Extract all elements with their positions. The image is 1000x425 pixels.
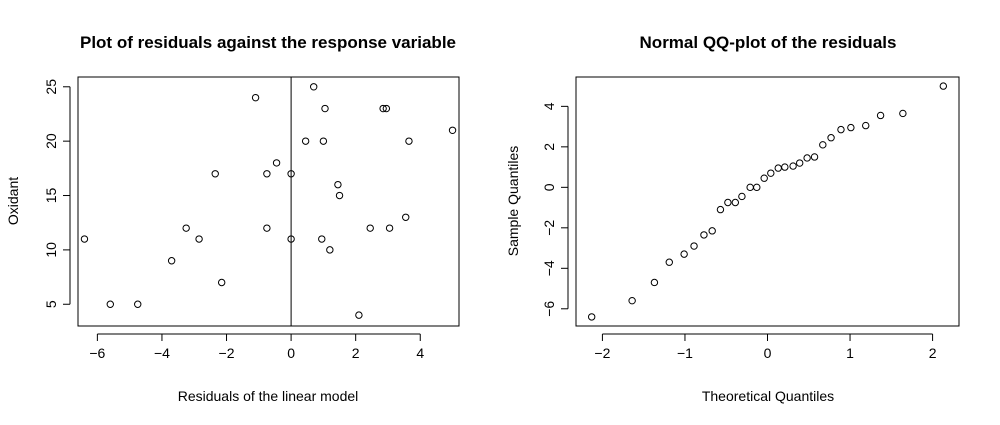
x-tick-label: 0 [287, 345, 295, 361]
data-point [272, 159, 281, 167]
data-point [746, 183, 754, 192]
data-point [899, 109, 907, 118]
data-point [862, 121, 870, 130]
data-point [724, 198, 732, 207]
data-point [379, 104, 387, 113]
data-point [665, 258, 673, 266]
y-axis: 5 10 15 20 25 [43, 79, 71, 308]
data-point [731, 198, 740, 207]
data-point [939, 82, 948, 90]
data-point [795, 159, 804, 167]
x-tick-label: −2 [594, 345, 610, 361]
data-point [335, 191, 344, 200]
data-point [402, 213, 410, 221]
y-tick-label: 2 [541, 143, 557, 151]
data-point [876, 111, 885, 120]
data-point [385, 224, 394, 232]
data-point [587, 313, 596, 321]
chart-title: Plot of residuals against the response v… [80, 33, 456, 52]
data-point [810, 153, 819, 161]
x-axis: −6 −4 −2 0 2 4 [89, 333, 424, 361]
data-point [263, 170, 271, 178]
data-point [448, 126, 457, 134]
data-points [80, 83, 457, 319]
data-point [263, 224, 271, 232]
data-point [847, 123, 855, 132]
x-tick-label: −2 [219, 345, 235, 361]
data-point [781, 163, 789, 171]
data-point [803, 154, 811, 162]
plot-frame [77, 76, 460, 327]
y-axis-label: Oxidant [5, 177, 21, 225]
data-point [774, 164, 782, 172]
data-point [321, 104, 329, 113]
data-point [382, 104, 391, 113]
x-tick-label: −6 [89, 345, 105, 361]
y-tick-label: 15 [43, 188, 59, 204]
data-point [334, 180, 342, 189]
y-tick-label: −4 [541, 260, 557, 276]
y-tick-label: 10 [43, 242, 59, 258]
data-point [287, 170, 295, 178]
x-axis-label: Residuals of the linear model [178, 388, 359, 404]
x-tick-label: 2 [929, 345, 937, 361]
data-point [182, 224, 190, 232]
data-point [310, 83, 318, 91]
data-point [753, 183, 761, 192]
x-tick-label: 4 [416, 345, 424, 361]
data-point [366, 224, 374, 232]
chart-title: Normal QQ-plot of the residuals [640, 33, 897, 52]
data-point [405, 137, 413, 145]
y-tick-label: 25 [43, 79, 59, 95]
x-tick-label: 2 [352, 345, 360, 361]
plot-frame [575, 76, 960, 327]
data-point [251, 93, 260, 102]
data-point [106, 300, 114, 308]
data-point [326, 246, 334, 254]
data-point [767, 169, 775, 177]
data-point [716, 205, 725, 214]
data-points [587, 82, 948, 321]
data-point [217, 278, 226, 287]
y-tick-label: 20 [43, 133, 59, 149]
y-axis: −6 −4 −2 0 2 4 [541, 102, 569, 317]
data-point [195, 235, 203, 243]
x-axis: −2 −1 0 1 2 [594, 333, 937, 361]
data-point [211, 170, 219, 178]
data-point [650, 278, 659, 287]
data-point [837, 125, 845, 134]
y-axis-label: Sample Quantiles [505, 146, 521, 257]
x-tick-label: 0 [764, 345, 772, 361]
y-tick-label: 0 [541, 183, 557, 191]
data-point [789, 162, 797, 170]
data-point [738, 192, 746, 201]
data-point [134, 300, 142, 308]
data-point [680, 250, 688, 258]
y-tick-label: −6 [541, 301, 557, 317]
data-point [700, 231, 708, 239]
x-tick-label: −4 [154, 345, 170, 361]
data-point [167, 257, 176, 265]
data-point [819, 141, 827, 149]
x-tick-label: −1 [677, 345, 693, 361]
x-tick-label: 1 [846, 345, 854, 361]
data-point [319, 137, 328, 145]
data-point [80, 235, 89, 243]
x-axis-label: Theoretical Quantiles [702, 388, 834, 404]
y-tick-label: 4 [541, 102, 557, 110]
y-tick-label: −2 [541, 220, 557, 236]
residuals-vs-response-chart: Plot of residuals against the response v… [5, 33, 460, 404]
data-point [760, 174, 768, 182]
normal-qq-chart: Normal QQ-plot of the residuals Theoreti… [505, 33, 960, 404]
data-point [827, 134, 835, 142]
data-point [318, 235, 326, 243]
data-point [301, 137, 310, 145]
data-point [628, 296, 636, 305]
data-point [287, 235, 295, 243]
data-point [708, 227, 716, 235]
data-point [355, 311, 363, 319]
data-point [690, 242, 698, 250]
y-tick-label: 5 [43, 300, 59, 308]
